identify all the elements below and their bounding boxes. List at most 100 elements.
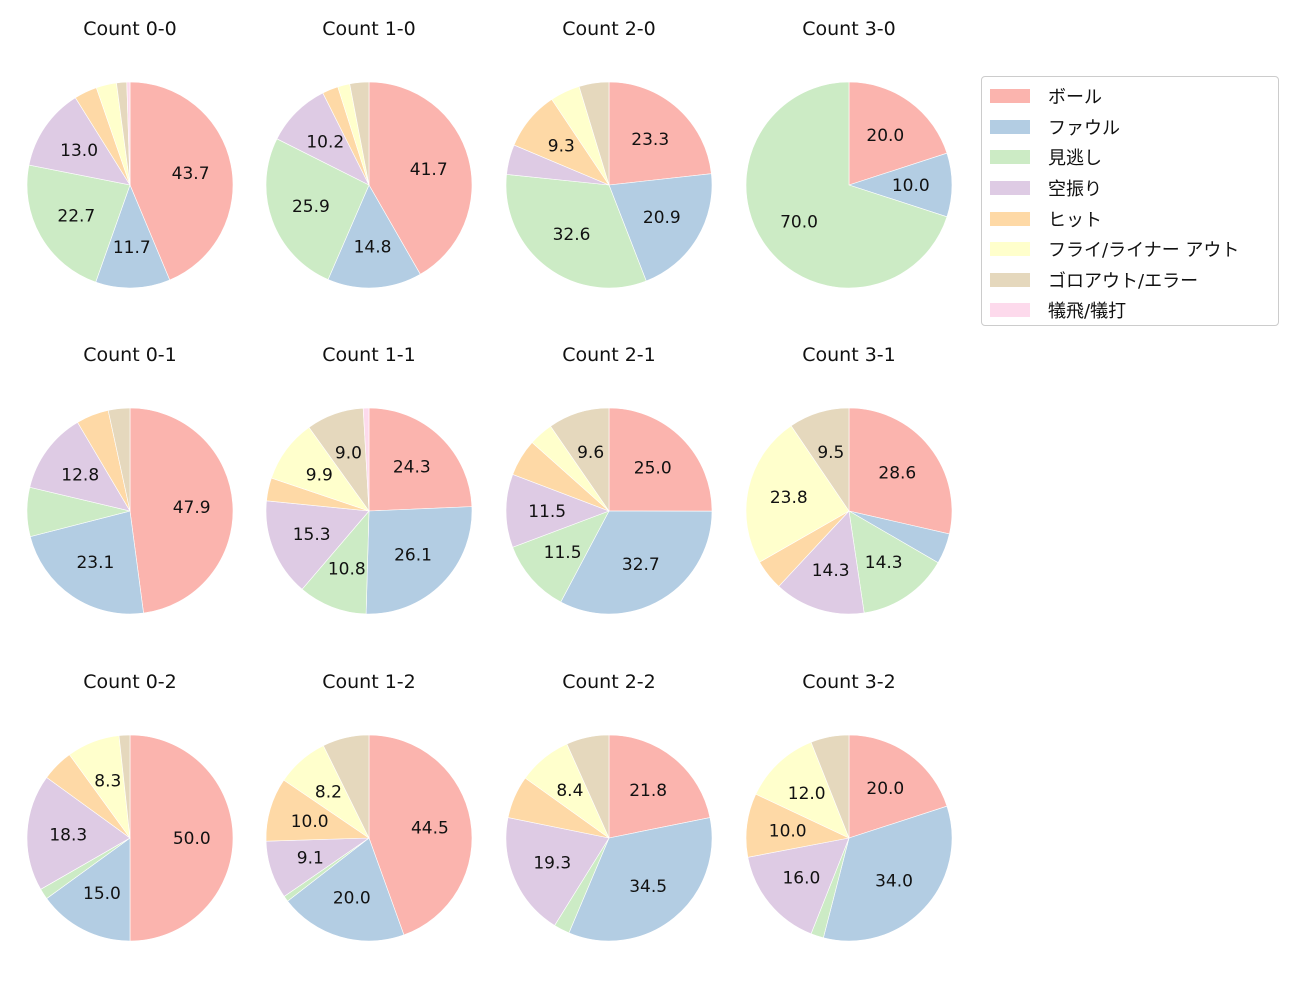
pie-slice: [129, 81, 234, 281]
legend-swatch: [990, 242, 1030, 257]
legend-item: フライ/ライナー アウト: [982, 234, 1278, 265]
slice-label: 23.3: [631, 130, 669, 150]
slice-label: 11.7: [113, 238, 151, 258]
slice-label: 47.9: [173, 498, 211, 518]
legend-item: ボール: [982, 81, 1278, 112]
slice-label: 50.0: [173, 829, 211, 849]
slice-label: 15.3: [293, 525, 331, 545]
slice-label: 43.7: [172, 164, 210, 184]
pie-slice: [95, 184, 171, 289]
pie-slice: [848, 81, 948, 186]
pie-slice: [287, 837, 405, 942]
pie-slice: [747, 837, 850, 935]
pie-slice: [823, 805, 953, 942]
pie-slice: [608, 173, 713, 282]
legend-swatch: [990, 211, 1030, 226]
pie-slice: [29, 510, 144, 615]
pie-slice: [362, 407, 370, 512]
pie-slice: [26, 164, 131, 283]
legend-swatch: [990, 150, 1030, 165]
slice-label: 9.0: [335, 444, 362, 464]
pie-title: Count 3-0: [802, 18, 896, 40]
slice-label: 18.3: [49, 826, 87, 846]
pie-slice: [301, 510, 370, 615]
slice-label: 10.8: [328, 560, 366, 580]
pie-title: Count 0-1: [83, 344, 177, 366]
slice-label: 19.3: [533, 853, 571, 873]
slice-label: 9.1: [297, 848, 324, 868]
pie-slice: [368, 81, 473, 275]
pie-title: Count 3-2: [802, 671, 896, 693]
slice-label: 41.7: [410, 160, 448, 180]
pie-title: Count 2-1: [562, 344, 656, 366]
pie-slice: [322, 734, 370, 839]
slice-label: 13.0: [60, 141, 98, 161]
pie-title: Count 1-2: [322, 671, 416, 693]
slice-label: 24.3: [393, 457, 431, 477]
legend-label: ヒット: [1048, 209, 1102, 231]
pie-slice: [566, 734, 610, 839]
legend-swatch: [990, 272, 1030, 287]
pie-slice: [755, 741, 850, 839]
pie-slice: [848, 407, 953, 535]
pie-slice: [505, 174, 647, 289]
pie-title: Count 1-1: [322, 344, 416, 366]
pie-slice: [848, 734, 948, 839]
slice-label: 11.5: [544, 543, 582, 563]
slice-label: 70.0: [780, 212, 818, 232]
slice-label: 11.5: [528, 502, 566, 522]
pie-slice: [608, 734, 711, 839]
pie-slice: [129, 407, 234, 614]
legend-label: ファウル: [1048, 117, 1120, 139]
pie-title: Count 0-0: [83, 18, 177, 40]
slice-label: 44.5: [411, 818, 449, 838]
pie-slice: [505, 474, 610, 548]
slice-label: 10.0: [291, 812, 329, 832]
slice-label: 14.3: [812, 561, 850, 581]
pie-slice: [126, 81, 131, 186]
legend-swatch: [990, 303, 1030, 318]
pie-slice: [265, 500, 370, 590]
legend-label: ボール: [1048, 87, 1102, 109]
pie-slice: [349, 81, 370, 186]
slice-label: 32.6: [553, 225, 591, 245]
slice-label: 20.0: [333, 888, 371, 908]
pie-title: Count 2-0: [562, 18, 656, 40]
slice-label: 12.0: [788, 784, 826, 804]
legend-item: 空振り: [982, 173, 1278, 204]
pie-slice: [118, 734, 131, 839]
slice-label: 9.3: [548, 137, 575, 157]
slice-label: 8.4: [556, 781, 583, 801]
slice-label: 26.1: [394, 545, 432, 565]
slice-label: 25.0: [634, 458, 672, 478]
slice-label: 21.8: [629, 781, 667, 801]
pie-slice: [778, 510, 865, 615]
pie-slice: [365, 506, 473, 615]
slice-label: 9.5: [817, 443, 844, 463]
slice-label: 8.2: [315, 782, 342, 802]
slice-label: 32.7: [622, 555, 660, 575]
pie-slice: [745, 425, 850, 563]
pie-slice: [265, 138, 370, 280]
pie-title: Count 2-2: [562, 671, 656, 693]
pie-slice: [550, 407, 610, 512]
pie-slice: [512, 510, 610, 603]
slice-label: 15.0: [83, 884, 121, 904]
slice-label: 23.8: [770, 488, 808, 508]
slice-label: 34.0: [875, 871, 913, 891]
slice-label: 16.0: [782, 868, 820, 888]
slice-label: 23.1: [76, 553, 114, 573]
slice-label: 20.0: [866, 126, 904, 146]
pie-slice: [848, 510, 939, 614]
pie-slice: [26, 777, 131, 890]
pie-slice: [368, 407, 473, 512]
slice-label: 22.7: [57, 207, 95, 227]
pie-slice: [608, 407, 713, 512]
slice-label: 9.6: [577, 443, 604, 463]
pie-slice: [560, 510, 713, 615]
slice-label: 8.3: [94, 771, 121, 791]
slice-label: 10.2: [306, 132, 344, 152]
legend-label: 空振り: [1048, 179, 1102, 201]
legend-label: フライ/ライナー アウト: [1048, 240, 1240, 262]
